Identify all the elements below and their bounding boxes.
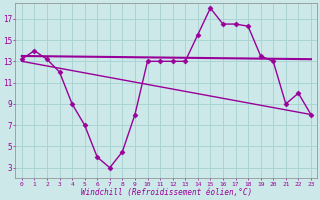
X-axis label: Windchill (Refroidissement éolien,°C): Windchill (Refroidissement éolien,°C) bbox=[81, 188, 252, 197]
